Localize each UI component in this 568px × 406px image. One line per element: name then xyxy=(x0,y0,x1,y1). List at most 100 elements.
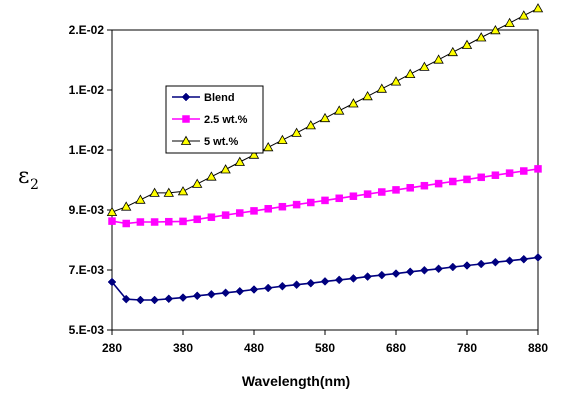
data-point xyxy=(363,272,372,281)
y-tick-label: 9.E-03 xyxy=(69,203,105,217)
data-point xyxy=(504,17,515,28)
data-point xyxy=(136,218,145,226)
data-point xyxy=(533,253,543,262)
data-point xyxy=(277,134,288,145)
data-point xyxy=(319,112,331,123)
legend-marker xyxy=(180,135,192,145)
data-point xyxy=(334,275,344,285)
data-point xyxy=(420,265,429,275)
legend: Blend 2.5 wt.% 5 wt.% xyxy=(165,85,264,154)
y-tick-label: 5.E-03 xyxy=(69,323,105,337)
data-point xyxy=(108,217,116,225)
data-point xyxy=(520,167,528,175)
x-tick-label: 480 xyxy=(244,341,264,355)
legend-label: Blend xyxy=(204,92,235,104)
data-point xyxy=(518,10,529,20)
data-point xyxy=(179,217,187,226)
data-point xyxy=(292,280,301,290)
data-point xyxy=(250,207,258,215)
series-1 xyxy=(107,253,543,305)
series-line xyxy=(111,168,539,225)
series-3 xyxy=(106,3,544,217)
data-point xyxy=(461,39,473,49)
data-point xyxy=(136,295,145,305)
data-point xyxy=(405,267,415,277)
legend-marker xyxy=(182,115,190,123)
data-point xyxy=(363,190,372,198)
data-point xyxy=(305,120,316,130)
data-point xyxy=(192,178,203,188)
data-point xyxy=(249,285,259,294)
data-point xyxy=(121,294,131,304)
data-point xyxy=(164,294,174,304)
data-point xyxy=(390,76,402,86)
data-point xyxy=(263,141,274,152)
data-point xyxy=(163,187,174,197)
data-point xyxy=(434,179,443,188)
data-point xyxy=(433,54,444,64)
legend-item: 2.5 wt.% xyxy=(172,114,248,126)
data-point xyxy=(477,173,485,182)
data-point xyxy=(434,264,443,274)
data-point xyxy=(221,288,230,298)
y-tick-label: 2.E-02 xyxy=(69,23,105,37)
data-point xyxy=(476,32,487,42)
data-point xyxy=(491,257,500,267)
data-point xyxy=(419,61,430,71)
data-point xyxy=(349,274,358,283)
x-tick-label: 780 xyxy=(457,341,477,355)
data-point xyxy=(463,175,471,184)
data-point xyxy=(307,198,315,207)
data-point xyxy=(348,98,359,108)
y-axis: 5.E-03 7.E-03 9.E-03 1.E-02 1.E-02 2.E-02 xyxy=(69,23,112,337)
data-point xyxy=(378,188,386,196)
data-point xyxy=(532,3,544,13)
data-point xyxy=(306,278,316,288)
data-point xyxy=(206,171,217,181)
data-point xyxy=(234,156,245,166)
x-axis-title: Wavelength(nm) xyxy=(242,373,350,389)
data-point xyxy=(376,83,387,93)
data-point xyxy=(236,209,244,217)
series-layer xyxy=(106,3,544,305)
data-point xyxy=(278,281,287,291)
legend-label: 5 wt.% xyxy=(204,136,238,148)
data-point xyxy=(519,254,529,264)
data-point xyxy=(193,215,201,224)
x-tick-label: 280 xyxy=(102,341,122,355)
y-axis-title-symbol: ε xyxy=(18,164,29,189)
data-point xyxy=(263,283,273,293)
data-point xyxy=(207,213,216,221)
data-point xyxy=(505,256,514,266)
data-point xyxy=(391,269,401,278)
data-point xyxy=(149,187,160,197)
data-point xyxy=(248,149,260,159)
data-point xyxy=(107,277,117,287)
data-point xyxy=(178,293,188,302)
data-point xyxy=(405,68,416,78)
y-tick-label: 1.E-02 xyxy=(69,83,105,97)
data-point xyxy=(165,217,173,226)
data-point xyxy=(192,291,202,301)
legend-marker xyxy=(181,92,191,102)
data-point xyxy=(448,262,458,272)
data-point xyxy=(106,206,118,217)
data-point xyxy=(150,295,159,305)
y-axis-title: ε 2 xyxy=(18,164,39,193)
data-point xyxy=(135,194,146,204)
data-point xyxy=(321,196,329,205)
data-point xyxy=(235,286,245,296)
data-point xyxy=(420,181,429,190)
data-point xyxy=(334,105,345,115)
data-point xyxy=(122,219,130,228)
x-tick-label: 380 xyxy=(173,341,193,355)
legend-label: 2.5 wt.% xyxy=(204,114,248,126)
data-point xyxy=(292,200,301,209)
data-point xyxy=(291,127,302,137)
series-2 xyxy=(108,165,542,228)
data-point xyxy=(462,261,472,270)
data-point xyxy=(362,90,373,101)
data-point xyxy=(377,270,387,280)
x-tick-label: 880 xyxy=(528,341,548,355)
legend-item: 5 wt.% xyxy=(172,135,238,148)
